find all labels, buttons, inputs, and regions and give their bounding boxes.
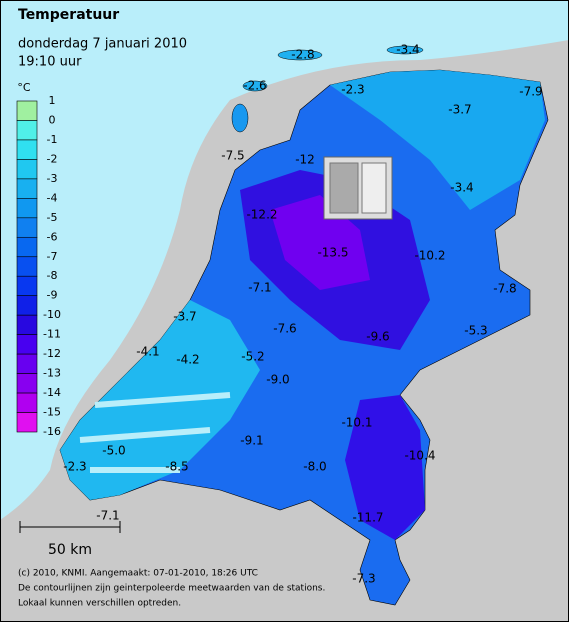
station-value: -3.4: [450, 181, 473, 195]
station-value: -4.2: [176, 353, 199, 367]
station-value: -8.5: [165, 460, 188, 474]
footer-line: Lokaal kunnen verschillen optreden.: [18, 599, 181, 609]
station-value: -5.0: [102, 444, 125, 458]
footer-line: (c) 2010, KNMI. Aangemaakt: 07-01-2010, …: [18, 569, 258, 579]
legend-swatch: [16, 217, 38, 238]
station-value: -3.7: [448, 103, 471, 117]
footer-line: De contourlijnen zijn geinterpoleerde me…: [18, 584, 325, 594]
time: 19:10 uur: [18, 55, 82, 70]
legend-swatch: [16, 198, 38, 219]
legend-label: -14: [43, 386, 61, 399]
legend-label: -13: [43, 367, 61, 380]
station-value: -3.4: [396, 43, 419, 57]
station-value: -2.6: [243, 79, 266, 93]
station-value: -7.3: [352, 572, 375, 586]
station-value: -10.2: [414, 249, 445, 263]
island: [277, 49, 323, 61]
legend-label: -6: [47, 230, 58, 243]
scale-bar: [19, 521, 121, 533]
legend-label: -16: [43, 425, 61, 438]
island: [386, 45, 424, 55]
legend-swatch: [16, 392, 38, 413]
station-value: -7.8: [493, 282, 516, 296]
scale-label: 50 km: [48, 542, 92, 558]
legend-swatch: [16, 178, 38, 199]
island: [242, 80, 268, 92]
legend-swatch: [16, 275, 38, 297]
warm-zone-north: [330, 70, 545, 210]
legend-label: -15: [43, 406, 61, 419]
legend-label: -12: [43, 347, 61, 360]
legend-label: 0: [49, 113, 56, 126]
legend-label: -8: [47, 269, 58, 282]
legend-swatch: [16, 373, 38, 394]
date: donderdag 7 januari 2010: [18, 37, 187, 52]
station-value: -2.3: [63, 460, 86, 474]
station-value: -13.5: [317, 246, 348, 260]
island: [231, 103, 249, 133]
estuary: [79, 392, 231, 473]
legend-swatch: [16, 353, 38, 374]
legend-swatch: [16, 236, 38, 258]
legend-swatch: [16, 314, 38, 335]
legend-swatch: [16, 159, 38, 180]
station-value: -7.1: [248, 281, 271, 295]
station-value: -4.1: [136, 345, 159, 359]
station-value: -8.0: [303, 460, 326, 474]
station-value: -9.1: [240, 434, 263, 448]
station-value: -2.8: [291, 48, 314, 62]
station-value: -12: [295, 153, 315, 167]
legend-swatch: [16, 120, 38, 141]
legend-label: -10: [43, 308, 61, 321]
legend-label: -11: [43, 328, 61, 341]
legend-swatch: [16, 256, 38, 277]
legend-label: -1: [47, 133, 58, 146]
sea: [0, 0, 569, 520]
station-value: -5.3: [464, 324, 487, 338]
cold-zone-south: [345, 395, 425, 540]
station-value: -11.7: [352, 511, 383, 525]
legend-swatch: [16, 139, 38, 160]
legend-label: -4: [47, 191, 58, 204]
legend-label: -7: [47, 250, 58, 263]
legend-label: -3: [47, 172, 58, 185]
station-value: -9.0: [266, 373, 289, 387]
station-value: -9.6: [366, 330, 389, 344]
fridge-icon: [323, 156, 393, 220]
station-value: -5.2: [241, 350, 264, 364]
station-value: -10.4: [404, 449, 435, 463]
station-value: -10.1: [341, 416, 372, 430]
legend-label: -5: [47, 211, 58, 224]
legend-unit: °C: [17, 81, 31, 94]
legend-swatch: [16, 100, 38, 121]
title: Temperatuur: [18, 7, 119, 23]
legend-label: -9: [47, 289, 58, 302]
legend-swatch: [16, 295, 38, 316]
station-value: -3.7: [173, 310, 196, 324]
station-value: -7.5: [221, 149, 244, 163]
legend-swatch: [16, 412, 38, 433]
station-value: -7.1: [96, 509, 119, 523]
legend-label: 1: [49, 94, 56, 107]
legend-swatch: [16, 334, 38, 355]
station-value: -2.3: [341, 83, 364, 97]
legend-label: -2: [47, 152, 58, 165]
station-value: -7.9: [519, 85, 542, 99]
station-value: -12.2: [246, 208, 277, 222]
station-value: -7.6: [273, 322, 296, 336]
